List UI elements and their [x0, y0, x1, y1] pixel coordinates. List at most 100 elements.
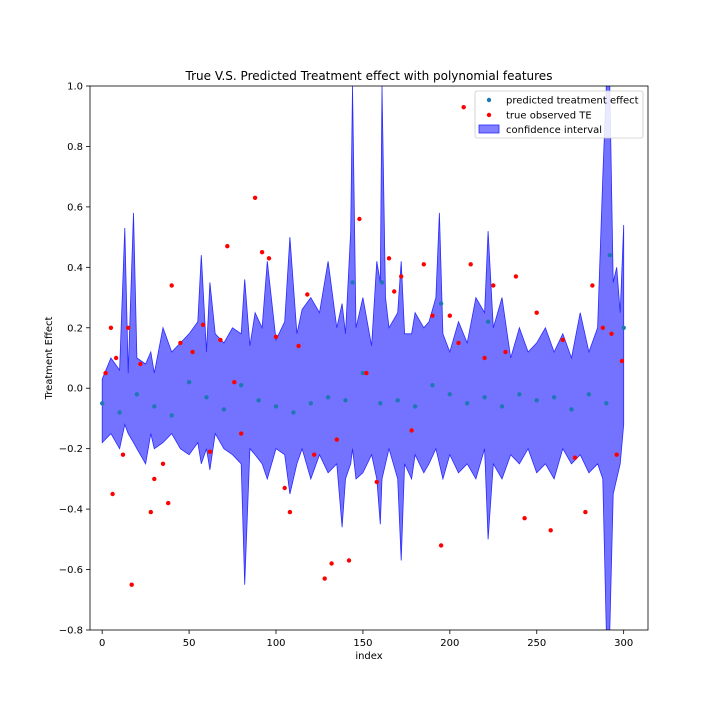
- true-point: [113, 355, 119, 361]
- predicted-point: [438, 301, 444, 306]
- true-point: [346, 558, 352, 563]
- true-point: [430, 313, 435, 318]
- true-point: [456, 340, 461, 346]
- predicted-point: [395, 398, 400, 403]
- y-tick-label: 0.4: [67, 263, 83, 274]
- predicted-point: [378, 401, 383, 406]
- predicted-point: [343, 398, 348, 403]
- true-point: [239, 431, 244, 436]
- true-point: [190, 349, 195, 355]
- y-tick-label: −0.8: [59, 626, 83, 637]
- predicted-point: [152, 404, 157, 409]
- predicted-point: [350, 280, 355, 285]
- x-tick-label: 250: [527, 638, 546, 649]
- true-point: [482, 355, 487, 361]
- legend-label-confidence: confidence interval: [506, 125, 602, 136]
- predicted-point: [360, 370, 366, 376]
- predicted-point: [325, 395, 331, 400]
- predicted-point: [517, 392, 522, 397]
- predicted-point: [569, 407, 574, 412]
- true-point: [421, 262, 426, 267]
- true-point: [273, 334, 279, 339]
- true-point: [252, 195, 258, 200]
- x-tick-label: 0: [99, 638, 105, 649]
- confidence-interval-band: [101, 86, 625, 630]
- true-point: [534, 310, 539, 315]
- true-point: [282, 485, 287, 491]
- predicted-point: [499, 404, 505, 409]
- true-point: [572, 455, 578, 460]
- true-point: [614, 452, 619, 457]
- predicted-point: [204, 395, 209, 400]
- true-point: [438, 543, 444, 548]
- legend-label-predicted: predicted treatment effect: [506, 96, 639, 107]
- predicted-point: [239, 383, 244, 388]
- true-point: [600, 325, 605, 330]
- x-tick-label: 50: [183, 638, 196, 649]
- predicted-point: [465, 401, 470, 406]
- true-point: [548, 528, 553, 533]
- predicted-point: [534, 398, 539, 403]
- plot-area: [100, 86, 626, 630]
- true-point: [305, 292, 310, 297]
- true-point: [103, 370, 108, 376]
- true-point: [513, 274, 519, 279]
- predicted-point: [308, 401, 313, 406]
- legend-marker-confidence: [478, 124, 500, 134]
- predicted-point: [482, 395, 487, 400]
- chart-title: True V.S. Predicted Treatment effect wit…: [185, 69, 553, 83]
- x-axis: 0 50 100 150 200 250 300: [99, 630, 633, 649]
- predicted-point: [604, 401, 609, 406]
- true-point: [138, 361, 143, 367]
- y-tick-label: 0.2: [67, 323, 83, 334]
- true-point: [399, 274, 404, 279]
- predicted-point: [273, 404, 279, 409]
- predicted-point: [379, 280, 385, 285]
- true-point: [129, 582, 134, 587]
- plot-frame: [89, 85, 649, 631]
- y-tick-label: 0.6: [67, 202, 83, 213]
- y-axis: −0.8 −0.6 −0.4 −0.2 0.0 0.2 0.4 0.6 0.8 1.0: [59, 82, 90, 637]
- predicted-point: [221, 407, 227, 412]
- y-axis-label: Treatment Effect: [44, 317, 55, 401]
- true-point: [296, 343, 301, 349]
- true-point: [120, 452, 126, 457]
- true-point: [126, 325, 131, 330]
- true-point: [287, 509, 293, 515]
- x-tick-label: 200: [440, 638, 459, 649]
- true-point: [386, 256, 392, 261]
- true-point: [392, 289, 397, 294]
- true-point: [560, 337, 565, 343]
- true-point: [108, 325, 114, 330]
- true-point: [357, 216, 362, 222]
- true-point: [447, 313, 452, 318]
- true-point: [169, 283, 174, 288]
- predicted-point: [551, 395, 557, 400]
- true-point: [160, 461, 166, 466]
- y-tick-label: −0.6: [59, 565, 83, 576]
- predicted-point: [169, 413, 174, 418]
- true-point: [152, 476, 157, 482]
- x-tick-label: 300: [614, 638, 633, 649]
- true-point: [312, 452, 317, 457]
- true-point: [334, 437, 339, 442]
- x-axis-label: index: [355, 651, 382, 662]
- y-tick-label: 1.0: [67, 82, 83, 93]
- x-tick-label: 150: [353, 638, 372, 649]
- predicted-point: [100, 401, 105, 406]
- true-point: [374, 479, 379, 485]
- plot-content: [100, 86, 626, 630]
- predicted-point: [134, 392, 140, 397]
- true-point: [218, 337, 223, 343]
- legend: predicted treatment effect true observed…: [474, 90, 644, 139]
- true-point: [232, 380, 237, 385]
- true-point: [178, 340, 183, 346]
- true-point: [409, 428, 414, 433]
- predicted-point: [430, 383, 435, 388]
- predicted-point: [256, 398, 261, 403]
- predicted-point: [586, 392, 592, 397]
- true-point: [503, 349, 508, 355]
- true-point: [619, 358, 625, 364]
- true-point: [609, 331, 614, 336]
